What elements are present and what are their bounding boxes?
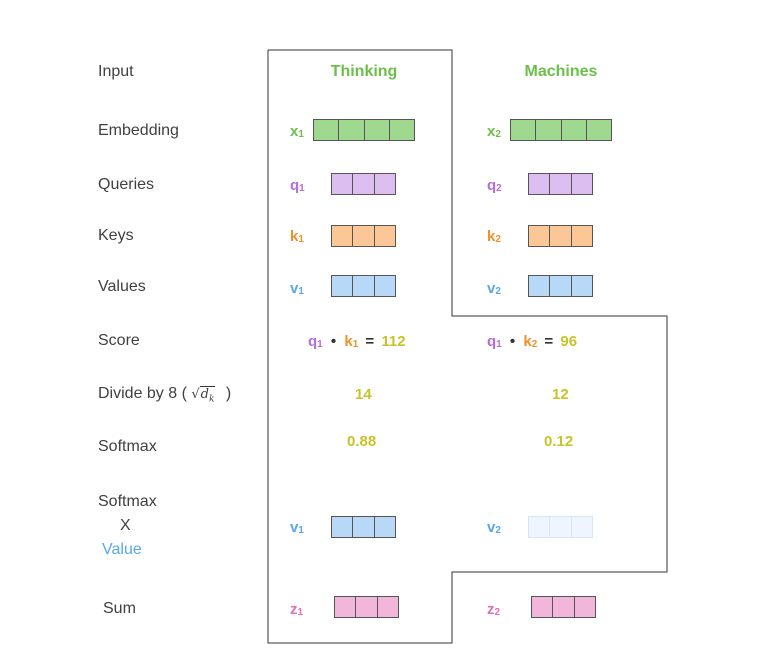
label-input: Input [98, 63, 134, 80]
z2-symbol: z2 [487, 601, 501, 618]
label-keys: Keys [98, 227, 134, 244]
label-sum: Sum [103, 600, 136, 617]
k1-vector [331, 225, 396, 247]
label-softmax-x-value-x: X [120, 517, 131, 534]
label-values: Values [98, 278, 146, 295]
k2-vector [528, 225, 593, 247]
divide-1-value: 14 [355, 386, 372, 403]
label-embedding: Embedding [98, 122, 179, 139]
weighted-v1-symbol: v1 [290, 519, 304, 536]
label-score: Score [98, 332, 140, 349]
k1-symbol: k1 [290, 228, 304, 245]
divide-prefix: Divide by 8 ( [98, 385, 187, 402]
divide-suffix: ) [225, 385, 232, 402]
softmax-2-value: 0.12 [544, 433, 574, 450]
weighted-v1-vector [331, 516, 396, 538]
weighted-v2-symbol: v2 [487, 519, 501, 536]
softmax-1-value: 0.88 [347, 433, 377, 450]
x1-vector [313, 119, 415, 141]
v2-symbol: v2 [487, 280, 501, 297]
label-queries: Queries [98, 176, 155, 193]
z1-symbol: z1 [290, 601, 304, 618]
label-softmax: Softmax [98, 438, 157, 455]
score-2: q1 • k2 = 96 [487, 333, 578, 350]
x2-symbol: x2 [487, 123, 501, 140]
q1-vector [331, 173, 396, 195]
z1-vector [334, 596, 399, 618]
z2-vector [531, 596, 596, 618]
x1-symbol: x1 [290, 123, 304, 140]
k2-symbol: k2 [487, 228, 501, 245]
v1-vector [331, 275, 396, 297]
v2-vector [528, 275, 593, 297]
q1-symbol: q1 [290, 177, 305, 194]
x2-vector [510, 119, 612, 141]
q2-symbol: q2 [487, 177, 502, 194]
divide-2-value: 12 [552, 386, 569, 403]
label-softmax-x-value-1: Softmax [98, 493, 157, 510]
sqrt-dk: √dk [191, 386, 216, 405]
label-divide: Divide by 8 ( √dk ) [98, 385, 231, 405]
word-thinking: Thinking [330, 63, 398, 80]
q2-vector [528, 173, 593, 195]
weighted-v2-vector [528, 516, 593, 538]
score-1: q1 • k1 = 112 [308, 333, 406, 350]
word-machines: Machines [524, 63, 598, 80]
v1-symbol: v1 [290, 280, 304, 297]
label-softmax-x-value-2: Value [102, 541, 142, 558]
